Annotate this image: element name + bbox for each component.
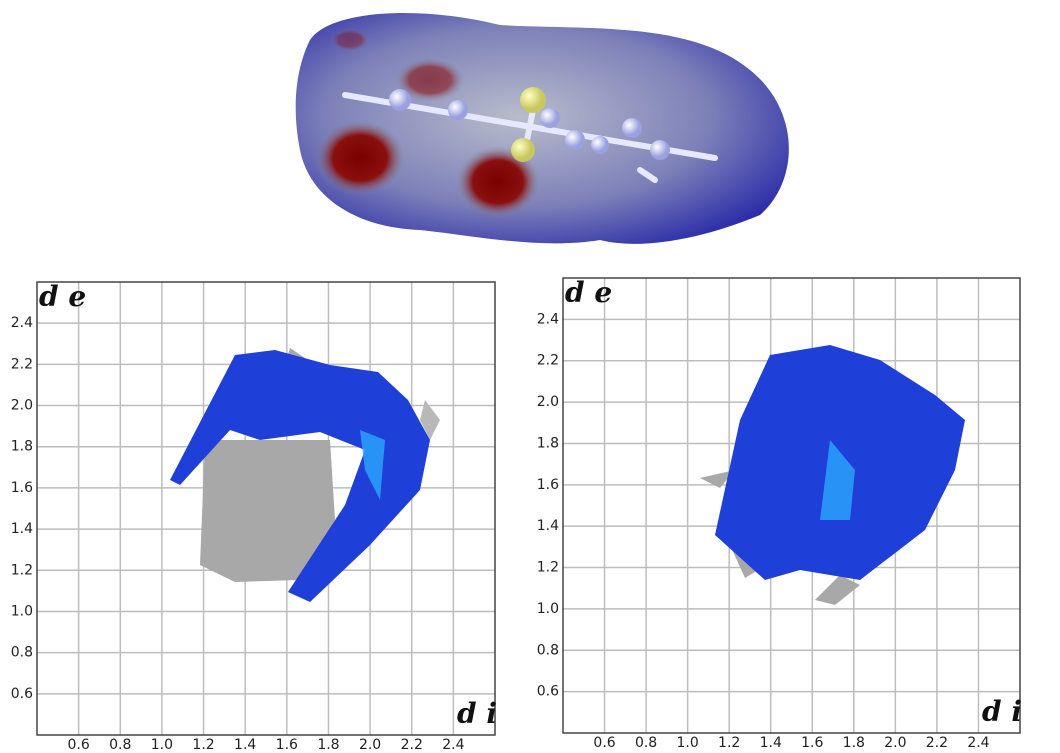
x-tick-label: 0.6 (68, 737, 90, 753)
x-tick-label: 1.0 (677, 735, 699, 751)
x-tick-label: 2.4 (967, 735, 989, 751)
y-tick-label: 0.6 (537, 684, 559, 700)
y-tick-label: 1.6 (537, 477, 559, 493)
y-tick-label: 2.2 (11, 356, 33, 372)
hirshfeld-surface (295, 12, 789, 244)
y-tick-label: 1.8 (537, 435, 559, 451)
y-tick-label: 1.2 (11, 562, 33, 578)
y-tick-label: 2.0 (11, 398, 33, 414)
plot-frame (562, 277, 1021, 734)
y-tick-label: 1.2 (537, 560, 559, 576)
x-tick-label: 1.6 (276, 737, 298, 753)
y-tick-label: 0.8 (11, 645, 33, 661)
x-tick-label: 2.2 (926, 735, 948, 751)
x-tick-label: 1.2 (192, 737, 214, 753)
plot-frame (36, 281, 496, 736)
cloud-right (700, 345, 965, 605)
y-tick-label: 2.0 (537, 394, 559, 410)
x-tick-label: 0.6 (593, 735, 615, 751)
x-tick-label: 1.4 (760, 735, 782, 751)
x-axis-label: d i (457, 697, 497, 730)
y-tick-label: 2.4 (537, 311, 559, 327)
x-tick-label: 2.0 (359, 737, 381, 753)
cloud-left (170, 348, 440, 602)
y-tick-label: 2.4 (11, 315, 33, 331)
y-tick-label: 1.8 (11, 439, 33, 455)
x-tick-label: 1.0 (151, 737, 173, 753)
y-tick-label: 1.4 (537, 518, 559, 534)
x-axis-label: d i (982, 695, 1022, 728)
x-tick-label: 1.4 (234, 737, 256, 753)
y-tick-label: 1.0 (11, 603, 33, 619)
y-axis-label: d e (39, 280, 86, 313)
y-tick-label: 2.2 (537, 353, 559, 369)
x-tick-label: 1.8 (317, 737, 339, 753)
y-tick-label: 1.4 (11, 521, 33, 537)
y-tick-label: 1.0 (537, 601, 559, 617)
x-tick-label: 2.2 (401, 737, 423, 753)
x-tick-label: 1.6 (801, 735, 823, 751)
y-tick-label: 1.6 (11, 480, 33, 496)
x-tick-label: 2.4 (442, 737, 464, 753)
y-tick-label: 0.8 (537, 642, 559, 658)
x-tick-label: 0.8 (109, 737, 131, 753)
y-axis-label: d e (565, 276, 612, 309)
x-tick-label: 2.0 (884, 735, 906, 751)
x-tick-label: 1.8 (843, 735, 865, 751)
y-tick-label: 0.6 (11, 686, 33, 702)
x-tick-label: 0.8 (635, 735, 657, 751)
x-tick-label: 1.2 (718, 735, 740, 751)
